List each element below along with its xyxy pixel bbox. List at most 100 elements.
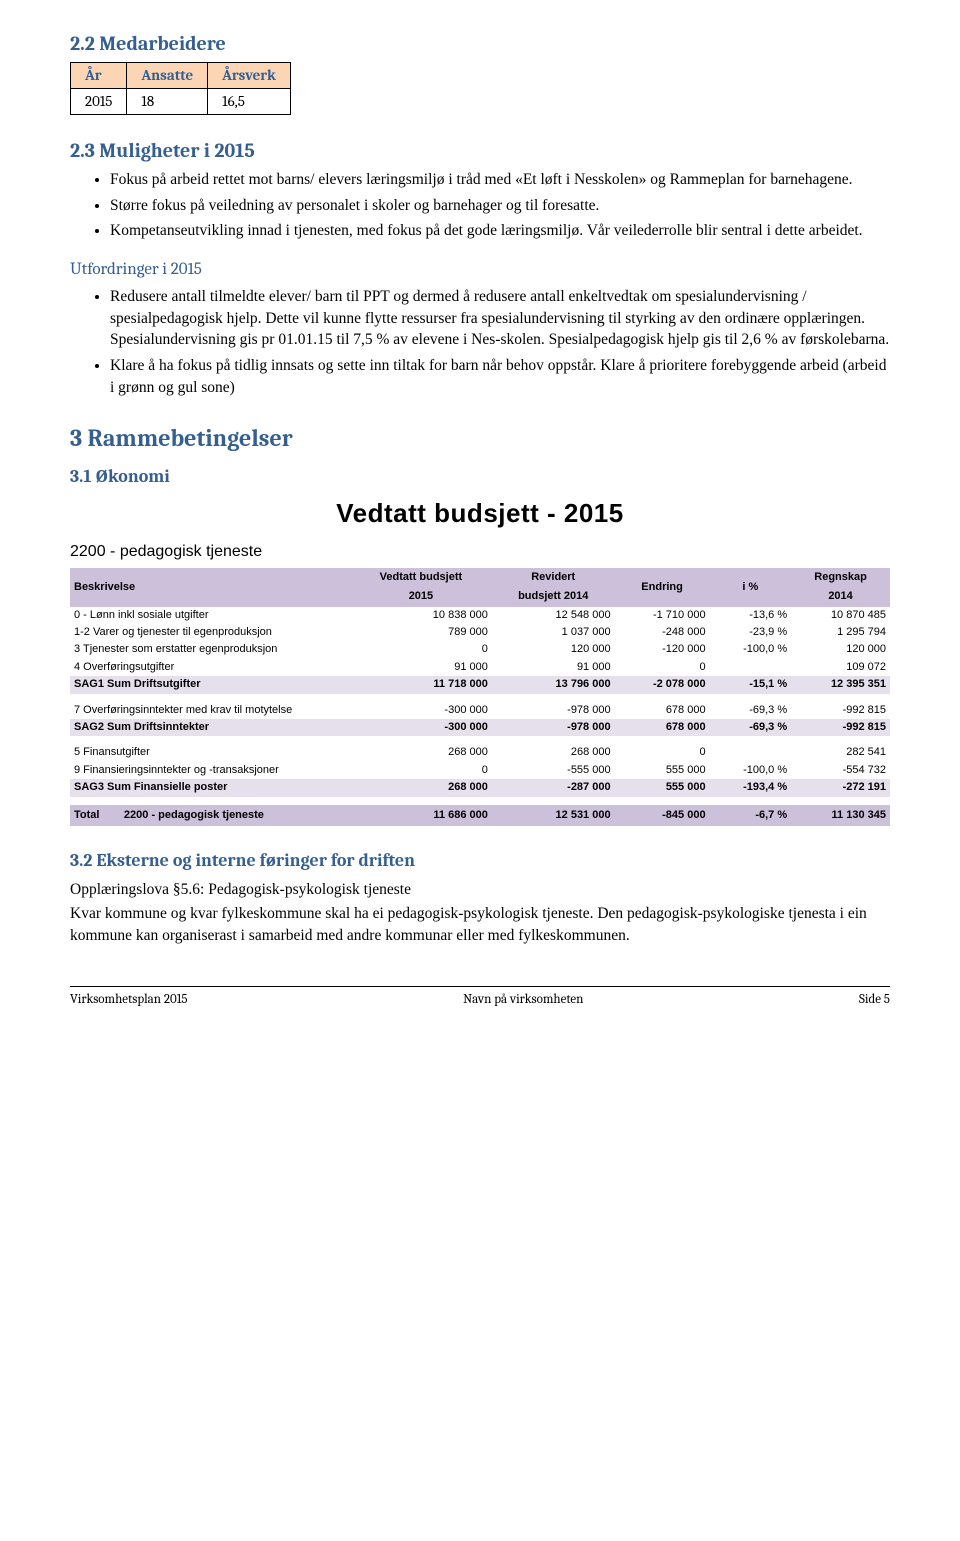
cell: 555 000 (615, 779, 710, 796)
cell: 12 395 351 (791, 676, 890, 693)
cell: 10 870 485 (791, 607, 890, 624)
cell: -69,3 % (710, 719, 792, 736)
table-row: 9 Finansieringsinntekter og -transaksjon… (70, 762, 890, 779)
section-2-3-title: 2.3 Muligheter i 2015 (70, 137, 890, 165)
cell: 11 686 000 (350, 805, 492, 826)
table-row: 3 Tjenester som erstatter egenproduksjon… (70, 641, 890, 658)
cell: -6,7 % (710, 805, 792, 826)
cell: 268 000 (492, 744, 615, 761)
cell: -100,0 % (710, 641, 792, 658)
cell: -23,9 % (710, 624, 792, 641)
staff-cell: 18 (127, 89, 208, 115)
table-row: 4 Overføringsutgifter 91 000 91 000 0 10… (70, 659, 890, 676)
cell: -978 000 (492, 719, 615, 736)
cell: 120 000 (492, 641, 615, 658)
footer-center: Navn på virksomheten (463, 991, 583, 1009)
cell: 91 000 (350, 659, 492, 676)
budget-table: Beskrivelse Vedtatt budsjett Revidert En… (70, 568, 890, 826)
table-row: 7 Overføringsinntekter med krav til moty… (70, 702, 890, 719)
cell: Total 2200 - pedagogisk tjeneste (70, 805, 350, 826)
budget-title: Vedtatt budsjett - 2015 (70, 495, 890, 531)
cell: -100,0 % (710, 762, 792, 779)
section-2-2-title: 2.2 Medarbeidere (70, 30, 890, 58)
list-item: Redusere antall tilmeldte elever/ barn t… (110, 286, 890, 351)
cell: 268 000 (350, 744, 492, 761)
budget-col-revidert-year: budsjett 2014 (492, 587, 615, 606)
cell: -300 000 (350, 702, 492, 719)
cell: -13,6 % (710, 607, 792, 624)
cell: -2 078 000 (615, 676, 710, 693)
cell: 0 (615, 744, 710, 761)
cell: SAG3 Sum Finansielle poster (70, 779, 350, 796)
cell: 5 Finansutgifter (70, 744, 350, 761)
cell: -300 000 (350, 719, 492, 736)
cell: -554 732 (791, 762, 890, 779)
budget-col-vedtatt-year: 2015 (350, 587, 492, 606)
table-row: 1-2 Varer og tjenester til egenproduksjo… (70, 624, 890, 641)
cell: -15,1 % (710, 676, 792, 693)
staff-col-fte: Årsverk (208, 63, 291, 89)
cell: -845 000 (615, 805, 710, 826)
cell: 10 838 000 (350, 607, 492, 624)
cell: -287 000 (492, 779, 615, 796)
cell: SAG1 Sum Driftsutgifter (70, 676, 350, 693)
cell: 3 Tjenester som erstatter egenproduksjon (70, 641, 350, 658)
total-label: Total (74, 809, 99, 821)
cell: 11 130 345 (791, 805, 890, 826)
cell (710, 659, 792, 676)
cell: 1 037 000 (492, 624, 615, 641)
cell: -978 000 (492, 702, 615, 719)
budget-unit-name: 2200 - pedagogisk tjeneste (70, 541, 890, 563)
table-row: 0 - Lønn inkl sosiale utgifter 10 838 00… (70, 607, 890, 624)
cell: 12 531 000 (492, 805, 615, 826)
cell: -193,4 % (710, 779, 792, 796)
staff-cell: 16,5 (208, 89, 291, 115)
cell: 13 796 000 (492, 676, 615, 693)
budget-col-pct: i % (710, 568, 792, 607)
cell: -1 710 000 (615, 607, 710, 624)
total-row: Total 2200 - pedagogisk tjeneste 11 686 … (70, 805, 890, 826)
cell: 789 000 (350, 624, 492, 641)
cell: 91 000 (492, 659, 615, 676)
budget-col-endring: Endring (615, 568, 710, 607)
list-item: Fokus på arbeid rettet mot barns/ elever… (110, 169, 890, 191)
section-3-2-title: 3.2 Eksterne og interne føringer for dri… (70, 848, 890, 873)
cell: SAG2 Sum Driftsinntekter (70, 719, 350, 736)
staff-col-employees: Ansatte (127, 63, 208, 89)
budget-col-revidert: Revidert (492, 568, 615, 587)
cell: 12 548 000 (492, 607, 615, 624)
cell: 0 (350, 641, 492, 658)
opportunities-list: Fokus på arbeid rettet mot barns/ elever… (110, 169, 890, 242)
cell: 0 (615, 659, 710, 676)
section-3-1-title: 3.1 Økonomi (70, 464, 890, 489)
sag1-row: SAG1 Sum Driftsutgifter 11 718 000 13 79… (70, 676, 890, 693)
cell: 4 Overføringsutgifter (70, 659, 350, 676)
cell: -69,3 % (710, 702, 792, 719)
budget-col-vedtatt: Vedtatt budsjett (350, 568, 492, 587)
cell: 0 - Lønn inkl sosiale utgifter (70, 607, 350, 624)
list-item: Større fokus på veiledning av personalet… (110, 195, 890, 217)
cell: -555 000 (492, 762, 615, 779)
list-item: Kompetanseutvikling innad i tjenesten, m… (110, 220, 890, 242)
staff-table: År Ansatte Årsverk 2015 18 16,5 (70, 62, 291, 115)
budget-col-regnskap: Regnskap (791, 568, 890, 587)
cell: 0 (350, 762, 492, 779)
section-3-2-subtitle: Opplæringslova §5.6: Pedagogisk-psykolog… (70, 879, 890, 901)
cell: -992 815 (791, 719, 890, 736)
cell: 7 Overføringsinntekter med krav til moty… (70, 702, 350, 719)
section-3-2-body: Kvar kommune og kvar fylkeskommune skal … (70, 903, 890, 946)
cell: 678 000 (615, 719, 710, 736)
budget-col-desc: Beskrivelse (70, 568, 350, 607)
staff-cell: 2015 (71, 89, 127, 115)
cell: 120 000 (791, 641, 890, 658)
table-row: 5 Finansutgifter 268 000 268 000 0 282 5… (70, 744, 890, 761)
sag2-row: SAG2 Sum Driftsinntekter -300 000 -978 0… (70, 719, 890, 736)
challenges-list: Redusere antall tilmeldte elever/ barn t… (110, 286, 890, 398)
cell: 109 072 (791, 659, 890, 676)
cell: -248 000 (615, 624, 710, 641)
total-unit: 2200 - pedagogisk tjeneste (124, 809, 264, 821)
footer-right: Side 5 (859, 991, 890, 1009)
cell: -992 815 (791, 702, 890, 719)
page-footer: Virksomhetsplan 2015 Navn på virksomhete… (70, 986, 890, 1009)
cell: -272 191 (791, 779, 890, 796)
